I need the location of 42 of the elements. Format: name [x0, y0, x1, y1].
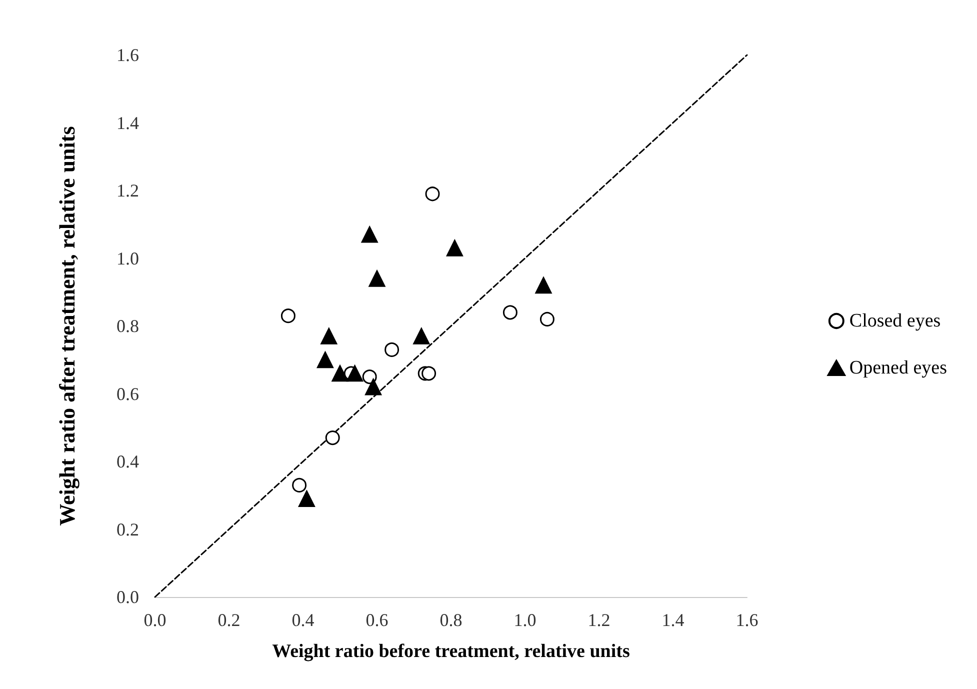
- y-tick-label: 1.0: [116, 248, 139, 268]
- point: [422, 366, 436, 381]
- point: [384, 342, 400, 357]
- point: [535, 277, 552, 294]
- point: [280, 308, 296, 324]
- x-tick-label: 1.4: [662, 610, 684, 630]
- y-tick-label: 0.4: [116, 452, 139, 472]
- point: [325, 430, 340, 446]
- y-tick-label: 1.2: [116, 180, 139, 200]
- point: [368, 270, 386, 287]
- point: [365, 378, 382, 396]
- point: [346, 365, 364, 382]
- point: [502, 305, 518, 320]
- y-tick-label: 0.8: [116, 316, 139, 336]
- y-tick-label: 1.6: [116, 45, 139, 65]
- point: [361, 226, 378, 243]
- x-tick-label: 1.2: [588, 610, 610, 630]
- x-tick-label: 1.6: [736, 610, 758, 630]
- y-tick-label: 0.6: [116, 384, 139, 404]
- y-axis-title: Weight ratio after treatment, relative units: [54, 126, 80, 526]
- x-tick-label: 0.0: [144, 610, 166, 630]
- x-tick-label: 1.0: [514, 610, 536, 630]
- y-tick-label: 1.4: [116, 112, 139, 133]
- x-tick-label: 0.8: [440, 610, 462, 630]
- point: [425, 186, 440, 202]
- legend-label: Closed eyes: [849, 310, 941, 332]
- point: [292, 478, 307, 492]
- point: [332, 365, 348, 382]
- x-tick-label: 0.2: [218, 610, 240, 630]
- y-tick-label: 0.0: [116, 587, 139, 607]
- point: [316, 352, 334, 368]
- point: [446, 240, 463, 256]
- x-tick-label: 0.4: [292, 610, 314, 630]
- x-axis-title: Weight ratio before treatment, relative units: [272, 641, 630, 662]
- point: [362, 370, 377, 384]
- y-tick-label: 0.2: [116, 519, 139, 540]
- legend-label: Opened eyes: [849, 358, 948, 378]
- x-tick-label: 0.6: [366, 610, 388, 630]
- point: [413, 328, 430, 344]
- point: [298, 490, 315, 508]
- point: [540, 312, 554, 326]
- point: [320, 328, 338, 344]
